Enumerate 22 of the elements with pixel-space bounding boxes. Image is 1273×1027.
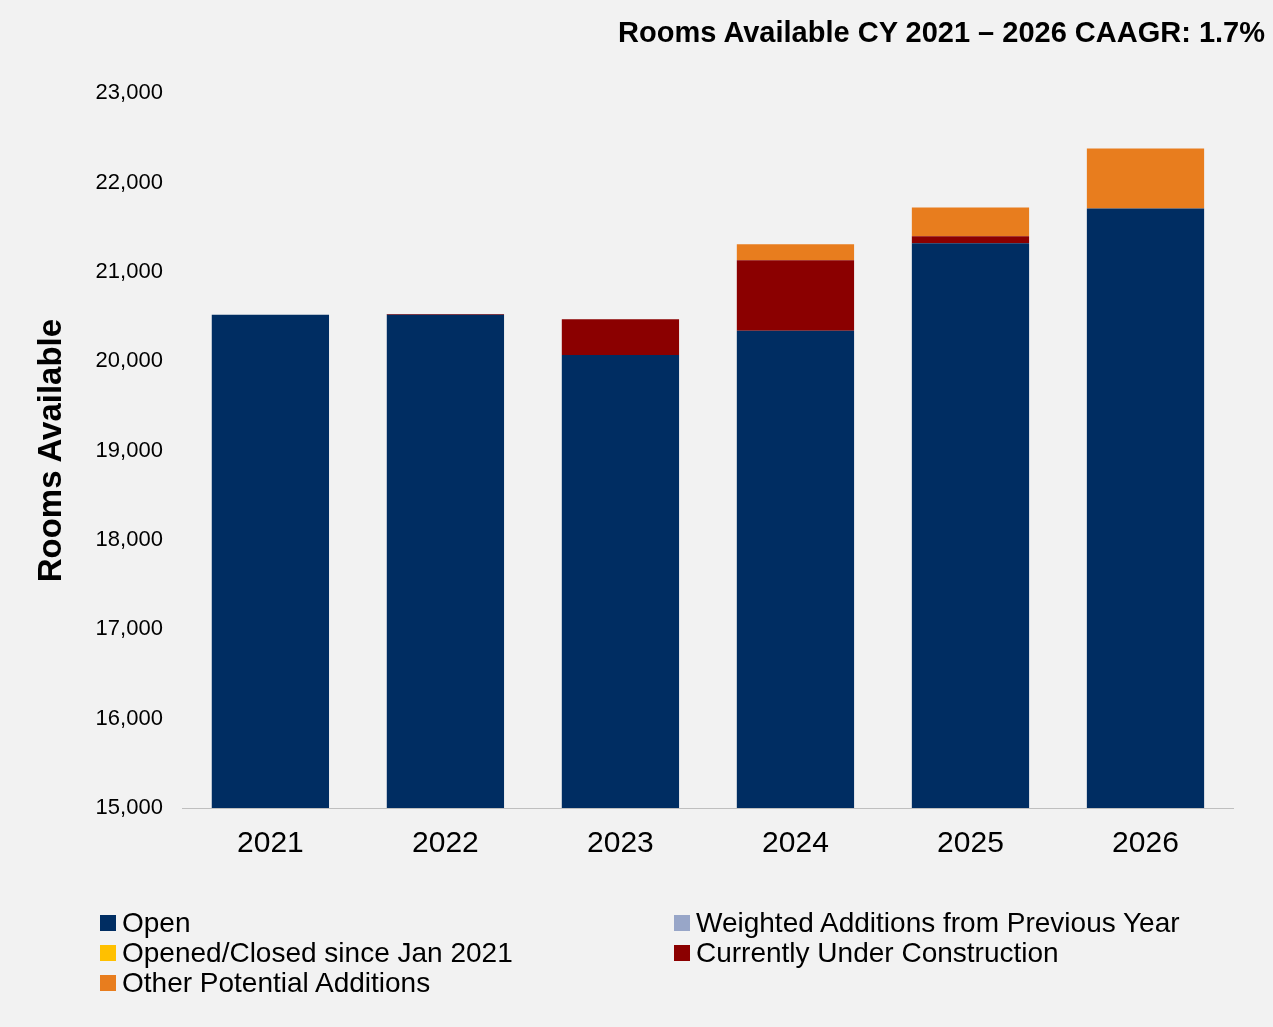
y-tick-label: 17,000 (95, 615, 163, 641)
y-tick-label: 16,000 (95, 704, 163, 730)
x-tick-label: 2021 (237, 825, 304, 859)
y-tick-label: 22,000 (95, 168, 163, 194)
y-tick-label: 21,000 (95, 257, 163, 283)
legend-label: Currently Under Construction (696, 937, 1059, 968)
legend-label: Other Potential Additions (122, 967, 431, 998)
y-tick-label: 20,000 (95, 347, 163, 373)
x-tick-label: 2024 (762, 825, 829, 859)
x-tick-label: 2022 (412, 825, 479, 859)
x-tick-label: 2026 (1112, 825, 1179, 859)
x-tick-label: 2025 (937, 825, 1004, 859)
y-tick-label: 23,000 (95, 79, 163, 105)
legend-label: Opened/Closed since Jan 2021 (122, 937, 513, 968)
y-axis-title: Rooms Available (30, 318, 68, 583)
legend-label: Open (122, 907, 191, 938)
y-tick-label: 19,000 (95, 436, 163, 462)
y-tick-label: 15,000 (95, 794, 163, 820)
chart-title: Rooms Available CY 2021 – 2026 CAAGR: 1.7% (618, 16, 1265, 49)
y-tick-label: 18,000 (95, 526, 163, 552)
x-tick-label: 2023 (587, 825, 654, 859)
legend-label: Weighted Additions from Previous Year (696, 907, 1180, 938)
